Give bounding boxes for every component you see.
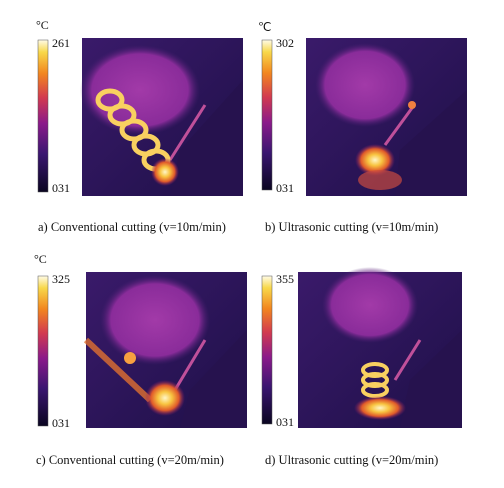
panel-a: °C 261 031 a) Conventional cutting (v=10… bbox=[36, 18, 243, 234]
caption: a) Conventional cutting (v=10m/min) bbox=[38, 220, 226, 234]
thermal-image bbox=[306, 38, 467, 196]
colorbar bbox=[37, 39, 49, 193]
colorbar bbox=[261, 275, 273, 425]
unit-label: ℃ bbox=[258, 20, 271, 34]
unit-label: °C bbox=[36, 18, 49, 32]
colorbar-min: 031 bbox=[52, 181, 70, 195]
caption: c) Conventional cutting (v=20m/min) bbox=[36, 453, 224, 467]
unit-label: °C bbox=[34, 252, 47, 266]
colorbar-min: 031 bbox=[52, 416, 70, 430]
caption: b) Ultrasonic cutting (v=10m/min) bbox=[265, 220, 438, 234]
panel-b: ℃ 302 031 b) Ultrasonic cutting (v=10m/m… bbox=[258, 20, 467, 234]
colorbar bbox=[261, 39, 273, 191]
colorbar-min: 031 bbox=[276, 181, 294, 195]
panel-c: °C 325 031 c) Conventional cutting (v=20… bbox=[34, 252, 247, 467]
colorbar-min: 031 bbox=[276, 415, 294, 429]
thermal-image bbox=[80, 38, 243, 196]
thermal-image bbox=[83, 272, 247, 428]
colorbar-max: 302 bbox=[276, 36, 294, 50]
caption: d) Ultrasonic cutting (v=20m/min) bbox=[265, 453, 438, 467]
colorbar bbox=[37, 275, 49, 427]
thermal-image bbox=[298, 267, 462, 428]
colorbar-max: 325 bbox=[52, 272, 70, 286]
colorbar-max: 261 bbox=[52, 36, 70, 50]
panel-d: 355 031 d) Ultrasonic cutting (v=20m/min… bbox=[261, 267, 462, 467]
colorbar-max: 355 bbox=[276, 272, 294, 286]
